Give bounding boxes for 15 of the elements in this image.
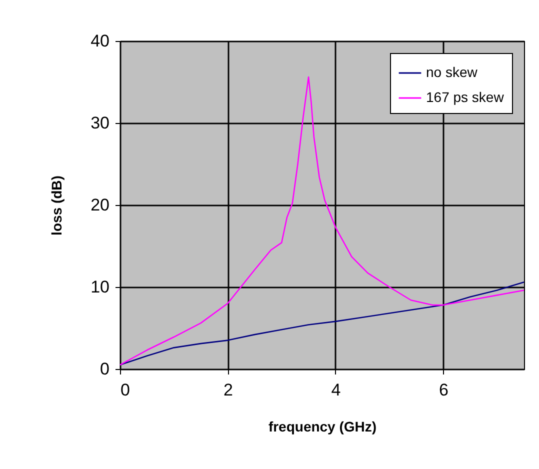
line-series: [119, 76, 525, 366]
y-axis-title: loss (dB): [48, 176, 65, 236]
y-tick-label: 20: [90, 196, 110, 214]
legend-label: 167 ps skew: [426, 89, 505, 105]
x-tick-label: 2: [224, 380, 233, 400]
y-tick-label: 40: [90, 32, 110, 50]
y-tick-label: 0: [100, 360, 110, 378]
legend-label: no skew: [426, 64, 478, 80]
line-series: [119, 281, 525, 366]
x-tick-label: 4: [331, 380, 341, 400]
y-tick-label: 10: [90, 278, 110, 296]
x-tick-label: 0: [120, 380, 130, 400]
x-axis-title: frequency (GHz): [268, 418, 377, 434]
y-tick-label: 30: [90, 114, 110, 132]
x-tick-label: 6: [438, 380, 448, 400]
